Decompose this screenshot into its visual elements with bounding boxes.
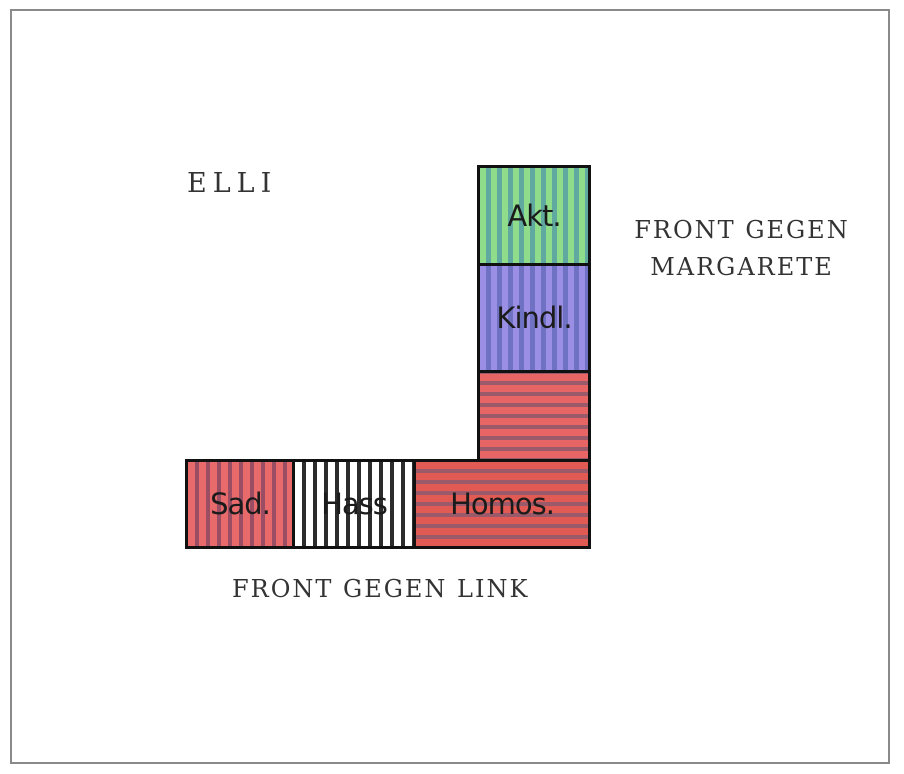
block-hass: Hass xyxy=(292,459,416,549)
block-homos: Homos. xyxy=(413,459,591,549)
block-hass-label: Hass xyxy=(321,487,388,521)
block-sad-label: Sad. xyxy=(210,487,271,521)
block-akt: Akt. xyxy=(477,165,591,266)
diagram-title: ELLI xyxy=(187,168,278,199)
front-right-label: FRONT GEGEN MARGARETE xyxy=(602,212,882,286)
block-kindl-label: Kindl. xyxy=(496,301,572,335)
front-right-line-1: FRONT GEGEN xyxy=(634,216,850,244)
outer-frame xyxy=(10,9,890,764)
block-akt-label: Akt. xyxy=(507,198,561,233)
block-homos-label: Homos. xyxy=(450,487,555,521)
block-kindl: Kindl. xyxy=(477,263,591,373)
front-bottom-label: FRONT GEGEN LINK xyxy=(232,575,530,603)
front-right-line-2: MARGARETE xyxy=(650,253,834,281)
block-sad: Sad. xyxy=(185,459,295,549)
